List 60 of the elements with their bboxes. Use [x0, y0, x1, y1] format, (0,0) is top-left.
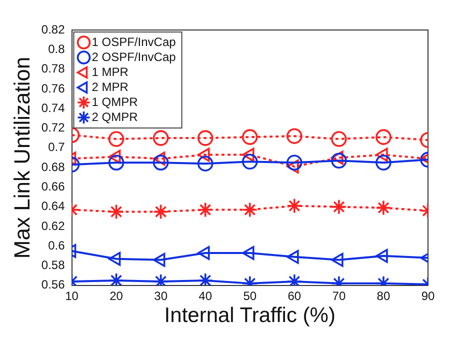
y-tick-label: 0.64 — [41, 199, 66, 214]
point — [242, 129, 258, 145]
x-axis-title: Internal Traffic (%) — [164, 304, 336, 328]
point — [197, 202, 214, 218]
x-tick-label: 50 — [243, 288, 257, 303]
point — [242, 202, 258, 218]
y-tick-label: 0.6 — [48, 238, 66, 252]
legend-label: 2 QMPR — [92, 110, 138, 124]
x-tick-label: 30 — [154, 288, 168, 303]
y-axis-title: Max Link Untilization — [9, 56, 34, 259]
point — [331, 131, 347, 147]
x-tick-label: 80 — [376, 288, 390, 303]
point — [376, 200, 392, 216]
point — [152, 130, 169, 146]
point — [242, 154, 258, 170]
x-tick-label: 10 — [65, 288, 79, 303]
y-tick-label: 0.66 — [41, 179, 66, 194]
x-tick-label: 60 — [288, 288, 302, 303]
point — [376, 154, 392, 171]
point — [331, 152, 347, 169]
point — [286, 250, 299, 264]
x-tick-label: 20 — [110, 288, 124, 303]
y-tick-label: 0.76 — [41, 81, 66, 96]
legend-label: 2 MPR — [92, 80, 129, 94]
legend-label: 2 OSPF/InvCap — [92, 50, 176, 64]
point — [152, 204, 169, 220]
point — [376, 148, 388, 162]
point — [331, 198, 347, 215]
point — [152, 154, 169, 171]
x-tick-label: 40 — [198, 288, 212, 303]
y-tick-label: 0.68 — [41, 160, 66, 174]
point — [286, 160, 299, 174]
point — [197, 272, 214, 286]
point — [286, 198, 302, 214]
point — [108, 131, 124, 147]
y-tick-label: 0.56 — [41, 278, 66, 292]
x-tick-label: 90 — [421, 288, 435, 303]
point — [197, 130, 214, 146]
point — [108, 154, 124, 171]
point — [331, 150, 344, 165]
point — [376, 248, 388, 263]
legend-label: 1 QMPR — [92, 94, 138, 109]
point — [108, 204, 124, 220]
legend-label: 1 OSPF/InvCap — [92, 34, 176, 49]
point — [197, 156, 214, 172]
y-tick-label: 0.78 — [41, 62, 66, 76]
y-tick-label: 0.7 — [48, 140, 66, 154]
y-tick-label: 0.62 — [41, 218, 66, 233]
y-tick-label: 0.72 — [41, 120, 66, 135]
y-tick-label: 0.82 — [41, 22, 66, 36]
point — [108, 272, 124, 286]
y-tick-label: 0.58 — [41, 258, 66, 272]
x-tick-label: 70 — [332, 288, 346, 303]
point — [286, 154, 302, 171]
point — [376, 129, 392, 145]
point — [286, 128, 302, 144]
y-tick-label: 0.8 — [48, 42, 66, 56]
y-tick-label: 0.74 — [41, 100, 66, 115]
legend-label: 1 MPR — [92, 64, 129, 79]
point — [331, 252, 344, 267]
